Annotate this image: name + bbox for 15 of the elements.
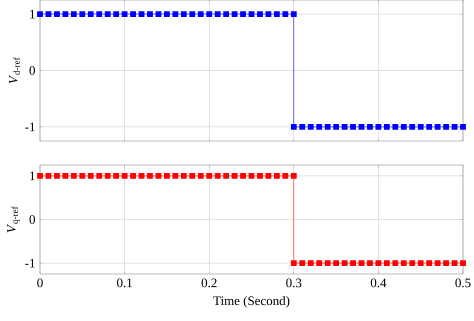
x-tick-label: 0.1 bbox=[117, 278, 132, 288]
x-tick-label: 0.5 bbox=[455, 278, 471, 288]
y-tick-label: 0 bbox=[30, 66, 35, 75]
x-tick-label: 0 bbox=[37, 278, 43, 288]
y-tick-label: -1 bbox=[25, 258, 35, 268]
y-tick-label: 1 bbox=[30, 10, 35, 18]
x-tick-label: 0.4 bbox=[370, 278, 386, 288]
y-tick-label: -1 bbox=[25, 122, 35, 132]
y-axis-title: V$_{q-ref}$ bbox=[7, 206, 20, 232]
x-tick-label: 0.2 bbox=[202, 278, 217, 288]
y-tick-label: 0 bbox=[30, 215, 35, 224]
x-tick-label: 0.3 bbox=[286, 278, 302, 288]
x-axis-title: Time (Second) bbox=[213, 296, 290, 308]
y-axis-title: V$_{d-ref}$ bbox=[8, 57, 20, 84]
y-tick-label: 1 bbox=[30, 172, 35, 180]
